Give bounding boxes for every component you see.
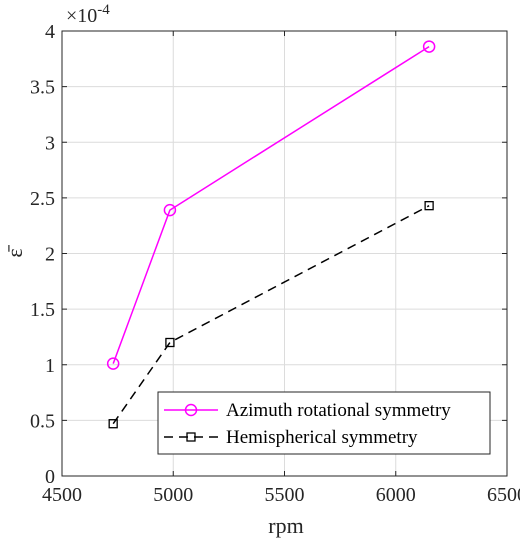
y-tick-label: 3.5: [30, 77, 55, 99]
marker-point: [424, 201, 434, 211]
marker-point: [163, 203, 177, 217]
legend-label: Azimuth rotational symmetry: [226, 400, 451, 421]
y-tick-label: 2.5: [30, 188, 55, 210]
legend-entry: Hemispherical symmetry: [164, 427, 418, 448]
y-tick-label: 4: [45, 21, 55, 43]
marker-legend: [186, 432, 196, 442]
y-axis-title: ε̄: [2, 244, 27, 257]
legend-box: [157, 391, 491, 455]
legend: Azimuth rotational symmetry Hemispherical…: [157, 391, 491, 455]
x-tick-label: 6000: [376, 484, 416, 506]
y-tick-label: 0.5: [30, 410, 55, 432]
legend-entries: Azimuth rotational symmetry Hemispherical…: [164, 400, 451, 448]
series-layer: [106, 40, 436, 429]
x-axis-title: rpm: [268, 513, 303, 538]
series-line: [112, 45, 430, 364]
y-exponent-label: ×10-4: [66, 2, 110, 27]
y-tick-label: 1.5: [30, 299, 55, 321]
legend-label: Hemispherical symmetry: [226, 427, 418, 448]
x-tick-label: 5500: [265, 484, 305, 506]
y-tick-label: 1: [45, 355, 55, 377]
x-tick-label: 5000: [153, 484, 193, 506]
y-tick-label: 2: [45, 244, 55, 266]
x-tick-label: 4500: [42, 484, 82, 506]
series-2: [108, 201, 434, 429]
marker-point: [108, 419, 118, 429]
y-exponent-base: ×10: [66, 5, 97, 27]
legend-entry: Azimuth rotational symmetry: [164, 400, 451, 421]
marker-point: [422, 40, 436, 53]
y-tick-labels: 0 0.5 1 1.5 2 2.5 3 3.5 4: [30, 21, 55, 488]
y-tick-label: 3: [45, 132, 55, 154]
marker-legend: [184, 403, 198, 417]
marker-point: [165, 337, 175, 348]
y-exponent-power: -4: [97, 2, 110, 18]
series-1: [106, 40, 436, 370]
y-tick-label: 0: [45, 466, 55, 488]
series-line: [112, 205, 430, 425]
ticks: [61, 30, 508, 477]
marker-point: [106, 357, 120, 370]
